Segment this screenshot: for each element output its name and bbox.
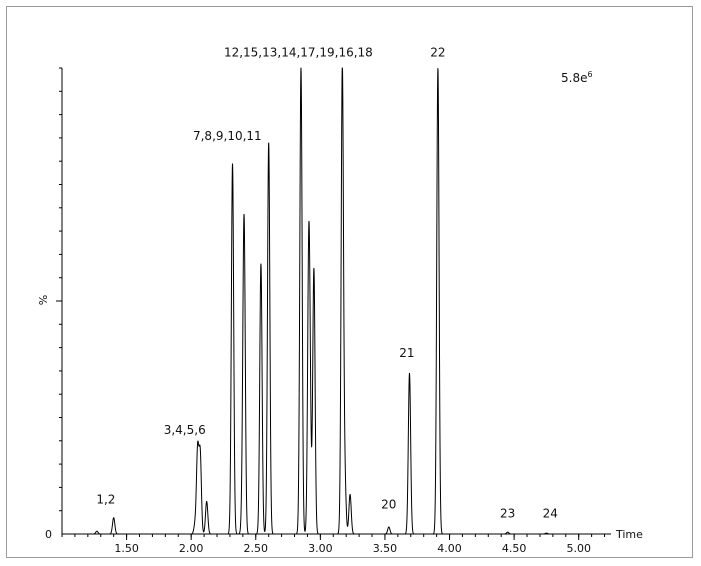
peak-label: 21 bbox=[399, 346, 414, 360]
peak-label: 12,15,13,14,17,19,16,18 bbox=[224, 45, 373, 59]
chart-frame bbox=[6, 6, 693, 558]
x-tick-label: 2.50 bbox=[244, 542, 269, 555]
scale-label-mantissa: 5.8e bbox=[561, 71, 587, 85]
peak-label: 1,2 bbox=[96, 493, 115, 507]
y-axis-label: % bbox=[37, 295, 50, 305]
x-tick-label: 4.00 bbox=[437, 542, 462, 555]
peak-label: 3,4,5,6 bbox=[164, 423, 206, 437]
x-tick-label: 2.00 bbox=[179, 542, 204, 555]
y-ticks bbox=[56, 67, 62, 512]
x-major-ticks bbox=[126, 534, 580, 540]
x-tick-label: 4.50 bbox=[502, 542, 527, 555]
axes bbox=[61, 68, 611, 535]
peak-label: 22 bbox=[430, 45, 445, 59]
x-tick-label: 3.00 bbox=[308, 542, 333, 555]
scale-label-exponent: 6 bbox=[587, 70, 592, 79]
peak-label: 24 bbox=[543, 507, 558, 521]
peak-label: 20 bbox=[381, 497, 396, 511]
x-tick-label: 5.00 bbox=[566, 542, 591, 555]
peak-label: 7,8,9,10,11 bbox=[193, 129, 262, 143]
x-tick-labels: 1.50 2.00 2.50 3.00 3.50 4.00 4.50 5.00 bbox=[114, 542, 591, 555]
peak-labels: 1,2 3,4,5,6 7,8,9,10,11 12,15,13,14,17,19,1… bbox=[96, 45, 558, 520]
peak-label: 23 bbox=[500, 507, 515, 521]
scale-label: 5.8e6 bbox=[561, 70, 593, 85]
x-axis-label: Time bbox=[615, 528, 643, 541]
x-tick-label: 3.50 bbox=[373, 542, 398, 555]
y-zero-label: 0 bbox=[45, 528, 52, 541]
x-tick-label: 1.50 bbox=[114, 542, 139, 555]
chromatogram-trace bbox=[87, 67, 612, 535]
